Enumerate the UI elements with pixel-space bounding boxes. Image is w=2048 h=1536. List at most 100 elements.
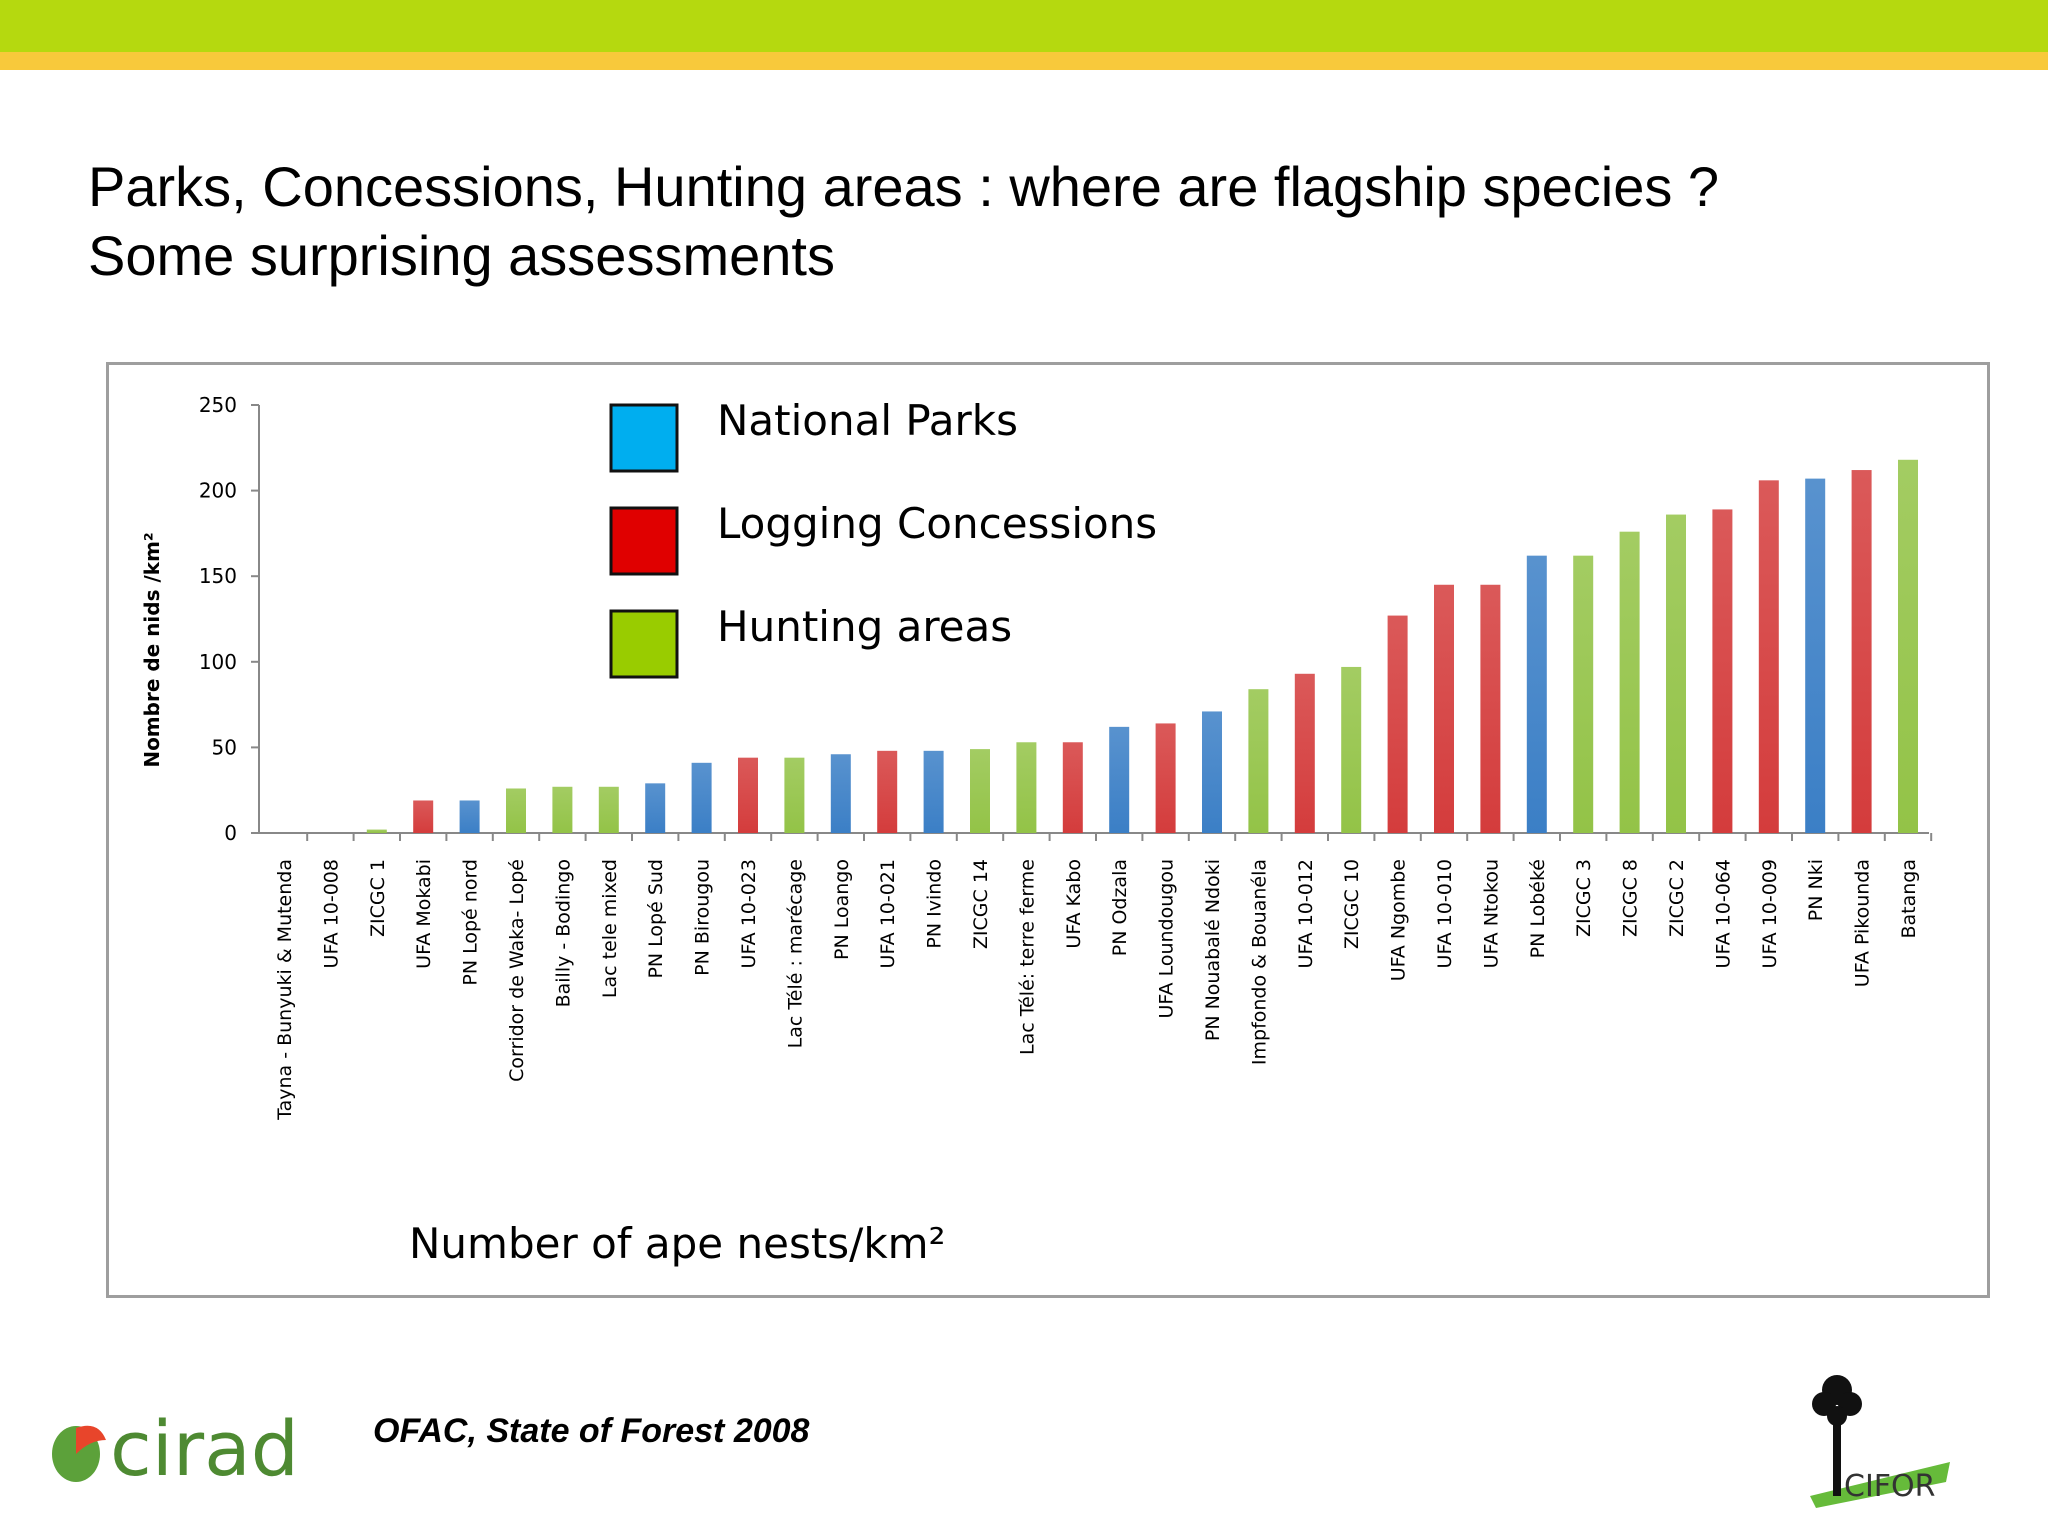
cifor-logo-text: CIFOR — [1844, 1469, 1936, 1504]
bar-national-parks — [1526, 555, 1547, 833]
x-tick-label: ZICGC 1 — [367, 859, 389, 937]
x-tick-label: PN Lopé Sud — [645, 859, 667, 979]
bar-national-parks — [1202, 711, 1222, 833]
legend-swatch-national-parks — [609, 403, 679, 473]
x-tick-label: UFA Pikounda — [1852, 859, 1874, 987]
x-tick-label: ZICGC 8 — [1620, 859, 1642, 937]
x-tick-label: UFA Ngombe — [1388, 859, 1410, 981]
y-tick-label: 50 — [212, 735, 237, 759]
bar-logging-concessions — [413, 800, 434, 833]
x-tick-label: UFA 10-064 — [1712, 859, 1734, 968]
bar-national-parks — [645, 783, 666, 833]
y-axis: 0 50 100 150 200 250 — [199, 393, 260, 845]
chart-frame: 0 50 100 150 200 250 Tayna - Bunyuki & Mutend… — [106, 362, 1990, 1298]
bar-hunting-areas — [784, 757, 805, 833]
chart-caption: Number of ape nests/km² — [409, 1219, 945, 1268]
cirad-logo — [52, 1425, 106, 1482]
bar-hunting-areas — [506, 788, 526, 833]
x-tick-label: UFA Ntokou — [1480, 859, 1502, 968]
top-accent-stripe — [0, 52, 2048, 70]
x-tick-label: PN Loango — [831, 859, 853, 960]
x-tick-label: ZICGC 14 — [970, 859, 992, 949]
y-tick-label: 0 — [224, 821, 237, 845]
x-tick-label: Lac Télé : marécage — [784, 859, 806, 1048]
bar-national-parks — [459, 800, 480, 833]
y-tick-label: 250 — [199, 393, 237, 417]
bar-hunting-areas — [1341, 666, 1362, 833]
x-tick-label: ZICGC 2 — [1666, 859, 1688, 937]
x-axis — [259, 832, 1933, 841]
bar-logging-concessions — [1712, 509, 1733, 833]
y-axis-label: Nombre de nids /km² — [140, 532, 164, 767]
bar-logging-concessions — [1155, 723, 1176, 833]
bar-logging-concessions — [738, 757, 758, 833]
bar-hunting-areas — [1573, 555, 1594, 833]
bar-logging-concessions — [1434, 584, 1454, 833]
bar-hunting-areas — [970, 749, 990, 833]
cirad-logo-text: cirad — [110, 1404, 299, 1493]
bar-logging-concessions — [1480, 584, 1501, 833]
x-tick-label: ZICGC 3 — [1573, 859, 1595, 937]
bar-logging-concessions — [1062, 742, 1083, 833]
y-tick-label: 150 — [199, 564, 237, 588]
bar-hunting-areas — [1248, 689, 1269, 833]
x-tick-label: PN Nki — [1805, 859, 1827, 921]
x-tick-label: Impfondo & Bouanéla — [1248, 859, 1270, 1065]
x-tick-label: UFA 10-023 — [738, 859, 760, 968]
legend-label-hunting-areas: Hunting areas — [717, 602, 1012, 651]
legend-swatch-logging-concessions — [609, 506, 679, 576]
bar-hunting-areas — [598, 786, 619, 833]
bar-national-parks — [1805, 478, 1826, 833]
y-tick-label: 100 — [199, 650, 237, 674]
x-tick-label: UFA 10-009 — [1759, 859, 1781, 968]
cifor-swoosh-icon — [1810, 1462, 1950, 1508]
x-tick-label: ZICGC 10 — [1341, 859, 1363, 949]
x-tick-label: UFA Kabo — [1063, 859, 1085, 949]
x-tick-label: UFA 10-010 — [1434, 859, 1456, 968]
x-tick-label: UFA 10-021 — [877, 859, 899, 968]
x-tick-labels: Tayna - Bunyuki & Mutenda UFA 10-008 ZICGC… — [274, 859, 1920, 1121]
cifor-tree-trunk-icon — [1833, 1408, 1841, 1496]
bar-chart: 0 50 100 150 200 250 Tayna - Bunyuki & Mutend… — [140, 393, 1933, 1268]
cirad-flame-icon — [76, 1425, 106, 1454]
slide-title: Parks, Concessions, Hunting areas : wher… — [88, 152, 1988, 290]
bar-hunting-areas — [1898, 459, 1918, 833]
x-tick-label: Batanga — [1898, 859, 1920, 939]
bar-national-parks — [830, 754, 851, 833]
bar-hunting-areas — [366, 829, 387, 833]
legend-label-logging-concessions: Logging Concessions — [717, 499, 1157, 548]
x-tick-label: PN Lopé nord — [460, 859, 482, 986]
legend-swatch-hunting-areas — [609, 609, 679, 679]
source-note: OFAC, State of Forest 2008 — [373, 1412, 810, 1450]
x-tick-label: UFA 10-012 — [1295, 859, 1317, 968]
bar-logging-concessions — [1387, 615, 1408, 833]
bar-logging-concessions — [1294, 673, 1315, 833]
x-tick-label: PN Nouabalé Ndoki — [1202, 859, 1224, 1041]
bar-national-parks — [1109, 726, 1130, 833]
x-tick-label: Lac Télé: terre ferme — [1016, 859, 1038, 1055]
x-tick-label: Lac tele mixed — [599, 859, 621, 998]
bar-hunting-areas — [1666, 514, 1686, 833]
x-tick-label: Corridor de Waka- Lopé — [506, 859, 528, 1082]
slide-title-line-2: Some surprising assessments — [88, 224, 835, 287]
x-tick-label: UFA Mokabi — [413, 859, 435, 969]
bar-national-parks — [923, 750, 944, 833]
bar-hunting-areas — [1016, 742, 1037, 833]
x-tick-label: Bailly - Bodingo — [552, 859, 574, 1007]
x-tick-label: PN Ivindo — [924, 859, 946, 949]
x-tick-label: UFA Loundougou — [1156, 859, 1178, 1019]
x-tick-label: PN Birougou — [692, 859, 714, 976]
x-tick-label: Tayna - Bunyuki & Mutenda — [274, 859, 296, 1121]
bar-logging-concessions — [877, 750, 898, 833]
x-tick-label: UFA 10-008 — [320, 859, 342, 968]
slide-title-line-1: Parks, Concessions, Hunting areas : wher… — [88, 155, 1720, 218]
cifor-logo: CIFOR — [1810, 1375, 1950, 1508]
bar-national-parks — [691, 762, 712, 833]
y-tick-label: 200 — [199, 479, 237, 503]
bar-hunting-areas — [1619, 531, 1640, 833]
top-color-band — [0, 0, 2048, 52]
x-tick-label: PN Odzala — [1109, 859, 1131, 956]
bar-logging-concessions — [1851, 470, 1872, 833]
bar-logging-concessions — [1758, 480, 1779, 833]
legend: National Parks Logging Concessions Hunting… — [609, 396, 1157, 679]
